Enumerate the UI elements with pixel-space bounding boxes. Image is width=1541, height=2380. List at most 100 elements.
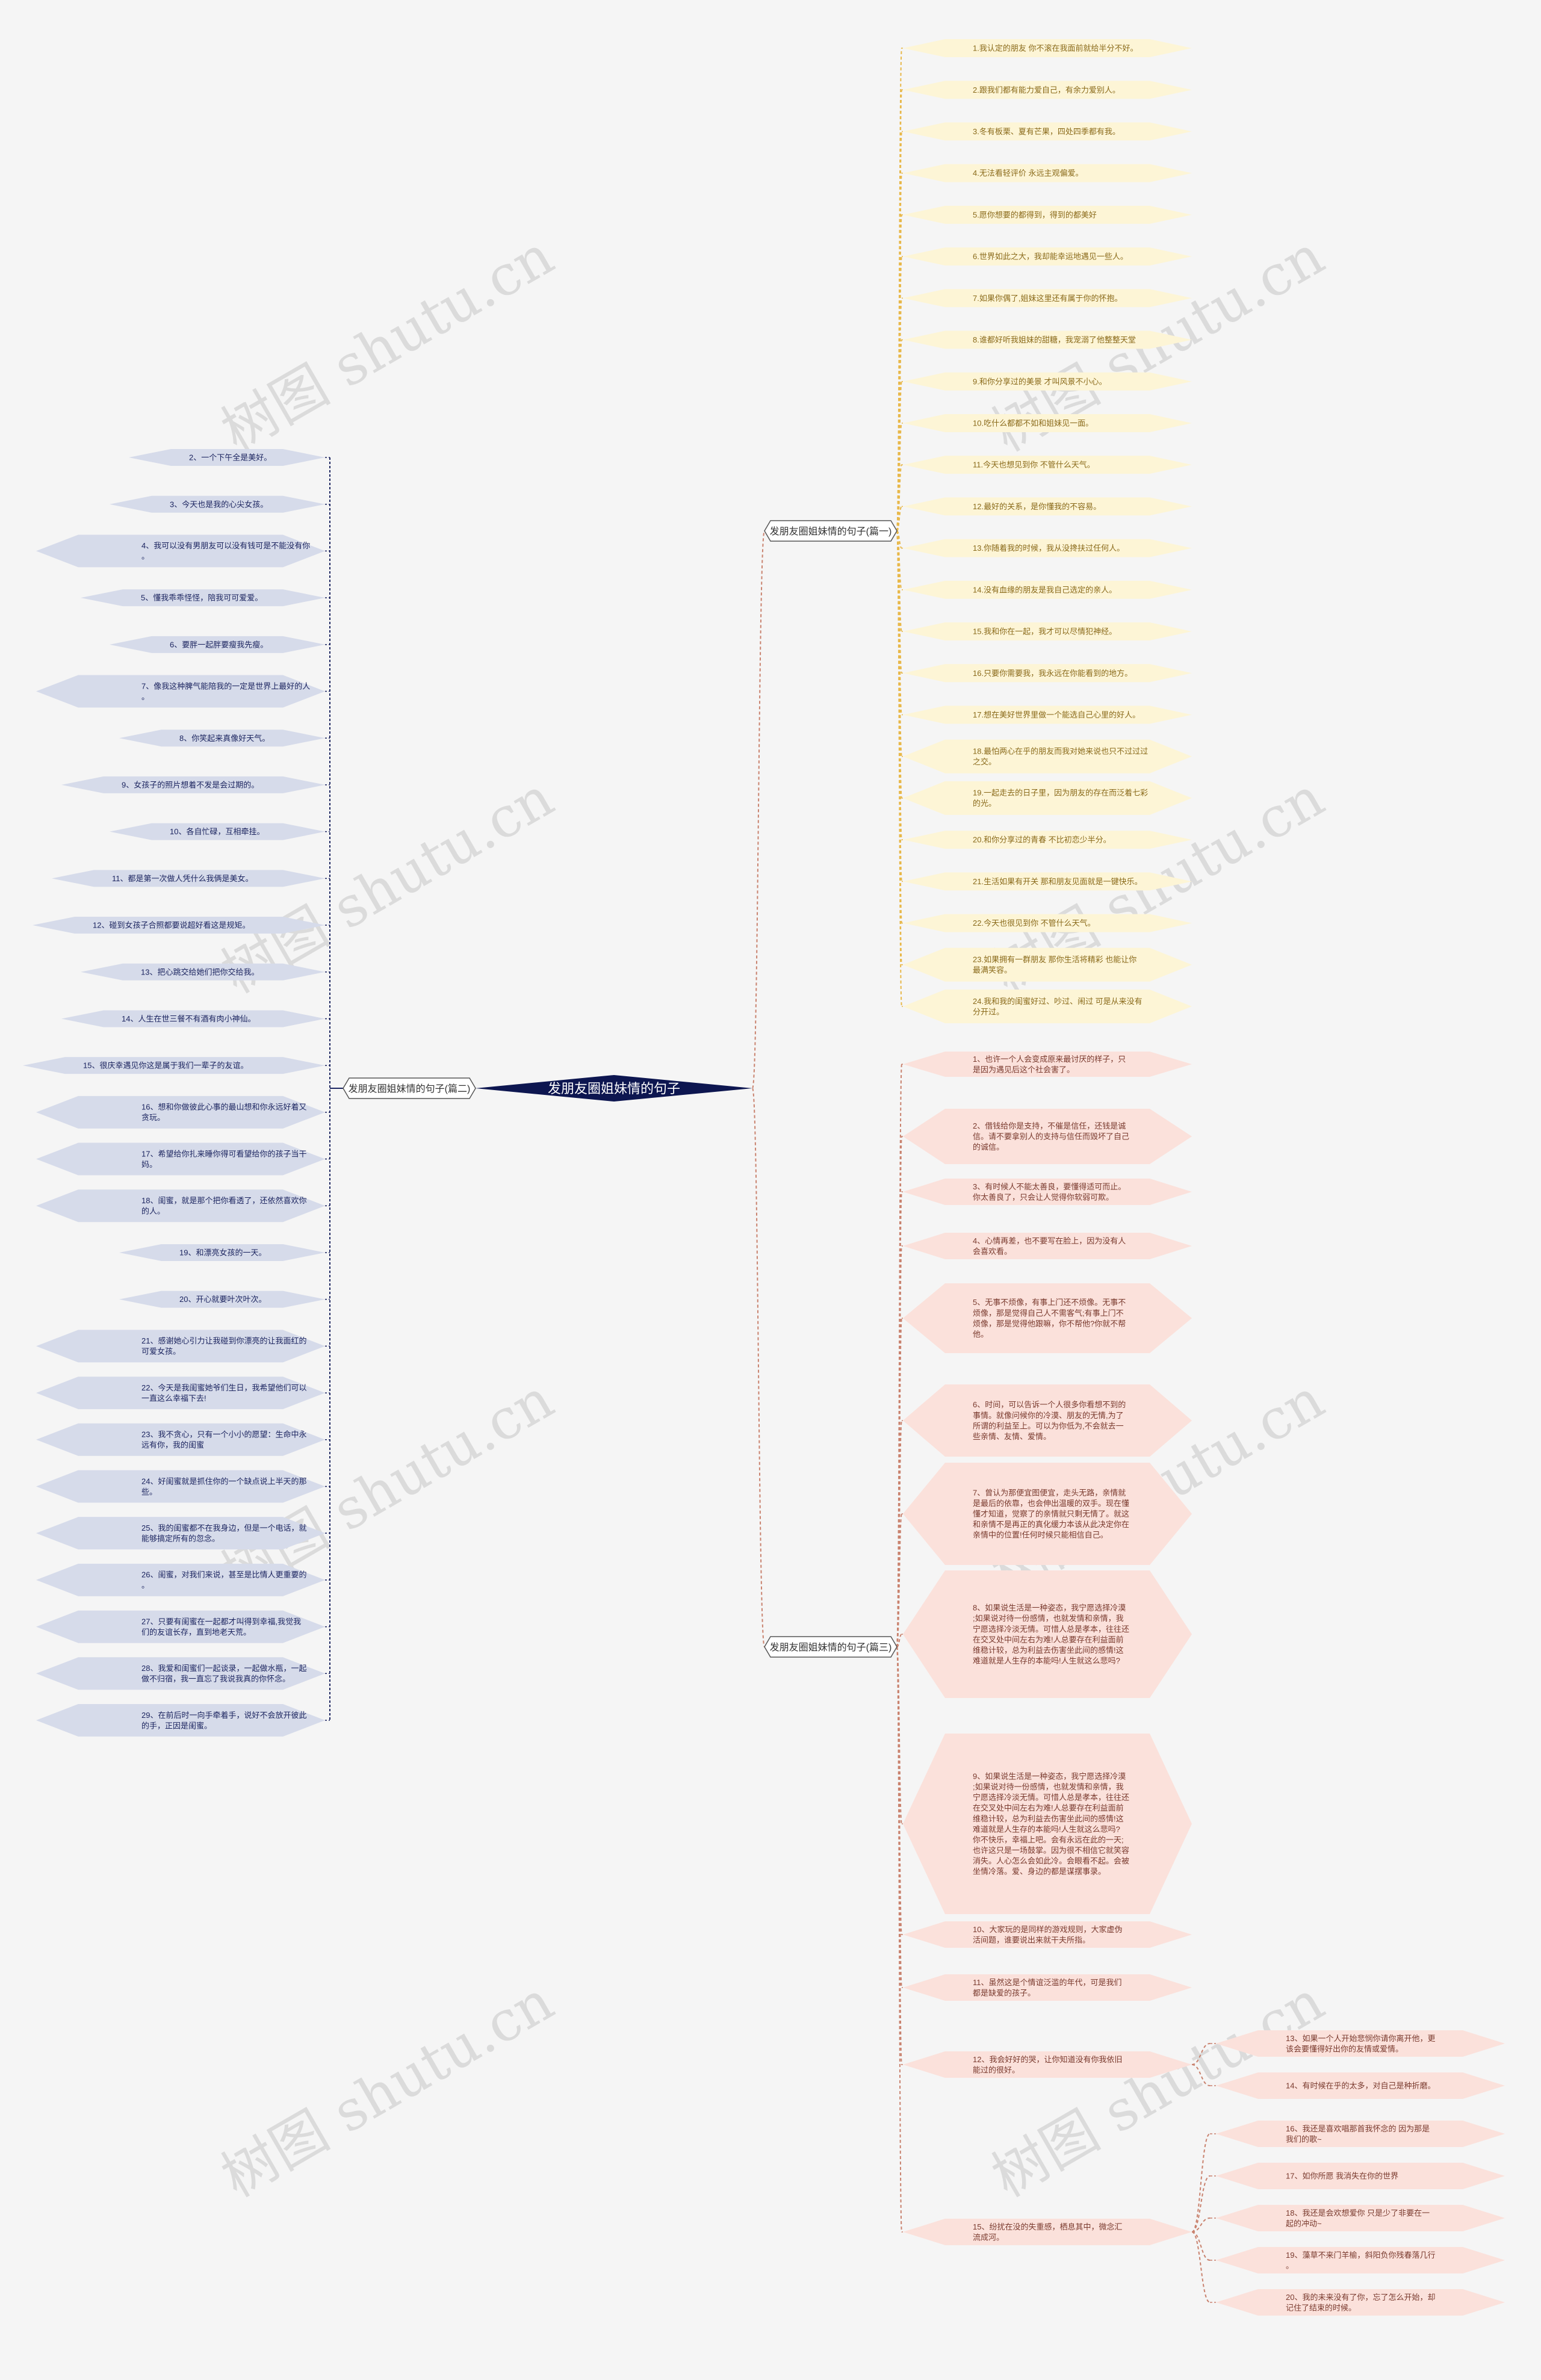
leaf-b3-13-child-5[interactable]: 20、我的未来没有了你，忘了怎么开始，却记住了结束的时候。 — [1210, 2289, 1505, 2316]
leaf-shape — [903, 1179, 1192, 1205]
leaf-text: 28、我爱和闺蜜们一起谈录，一起做水瓶，一起做不归宿，我一直忘了我说我真的你怀念… — [141, 1664, 306, 1684]
branch-node-1[interactable]: 发朋友圈姐妹情的句子(篇一) — [764, 520, 898, 542]
leaf-b1-6[interactable]: 6.世界如此之大，我却能幸运地遇见一些人。 — [902, 247, 1192, 266]
leaf-b2-18[interactable]: 19、和漂亮女孩的一天。 — [119, 1244, 330, 1261]
root-node[interactable]: 发朋友圈姐妹情的句子 — [476, 1075, 752, 1102]
leaf-b2-4[interactable]: 5、懂我乖乖怪怪，陪我可可爱爱。 — [81, 589, 330, 607]
leaf-b1-3[interactable]: 3.冬有板栗、夏有芒果，四处四季都有我。 — [902, 122, 1192, 141]
leaf-b2-21[interactable]: 22、今天是我闺蜜她爷们生日，我希望他们可以一直这么幸福下去! — [36, 1377, 330, 1410]
leaf-b1-8[interactable]: 8.谁都好听我姐妹的甜糖，我宠溺了他整整天堂 — [902, 330, 1192, 349]
leaf-b1-22[interactable]: 22.今天也很见到你 不管什么天气。 — [902, 914, 1192, 932]
leaf-b3-6[interactable]: 6、时间，可以告诉一个人很多你看想不到的事情。就像问候你的冷漠、朋友的无情,为了… — [902, 1384, 1192, 1457]
leaf-b2-11[interactable]: 12、碰到女孩子合照都要说超好看这是规矩。 — [33, 917, 330, 934]
leaf-text: 17、如你所愿 我消失在你的世界 — [1286, 2172, 1398, 2181]
leaf-b2-22[interactable]: 23、我不贪心，只有一个小小的愿望：生命中永远有你，我的闺蜜 — [36, 1423, 330, 1456]
root-to-branch-1 — [752, 530, 765, 1089]
leaf-b2-3[interactable]: 4、我可以没有男朋友可以没有钱可是不能没有你。 — [36, 535, 330, 568]
leaf-b3-13-child-1[interactable]: 16、我还是喜欢唱那首我怀念的 因为那是我们的歌~ — [1210, 2121, 1505, 2147]
leaf-b2-26[interactable]: 27、只要有闺蜜在一起都才叫得到幸福,我觉我们的友谊长存，直到地老天荒。 — [36, 1610, 330, 1643]
leaf-b3-13[interactable]: 15、纷扰在没的失重感，栖息其中，微念汇流成河。 — [902, 2219, 1192, 2245]
leaf-shape — [1216, 2247, 1505, 2273]
leaf-b2-7[interactable]: 8、你笑起来真像好天气。 — [119, 730, 330, 747]
branch-3-connector — [896, 1634, 902, 1647]
leaf-b1-11[interactable]: 11.今天也想见到你 不管什么天气。 — [902, 456, 1192, 474]
leaf-b1-18[interactable]: 18.最怕两心在乎的朋友而我对她来说也只不过过过之交。 — [902, 739, 1192, 773]
leaf-b1-20[interactable]: 20.和你分享过的青春 不比初恋少半分。 — [902, 831, 1192, 849]
leaf-shape — [36, 1423, 325, 1456]
leaf-b3-13-child-4[interactable]: 19、藻草不来门羊榆，斜阳负你残春落几行。 — [1210, 2247, 1505, 2273]
branch-node-2[interactable]: 发朋友圈姐妹情的句子(篇二) — [343, 1077, 476, 1099]
branch-3-connector — [896, 1646, 902, 2233]
leaf-b3-12[interactable]: 12、我会好好的哭，让你知道没有你我依旧能过的很好。 — [902, 2051, 1192, 2078]
leaf-b2-25[interactable]: 26、闺蜜，对我们来说，甚至是比情人更重要的。 — [36, 1563, 330, 1596]
leaf-b1-1[interactable]: 1.我认定的朋友 你不滚在我面前就给半分不好。 — [902, 39, 1192, 57]
leaf-b3-10[interactable]: 10、大家玩的是同样的游戏规则，大家虚伪活间题，谁要说出来就干夫所指。 — [902, 1921, 1192, 1948]
leaf-b2-9[interactable]: 10、各自忙碌，互相牵挂。 — [110, 823, 330, 840]
leaf-b2-17[interactable]: 18、闺蜜，就是那个把你看透了，还依然喜欢你的人。 — [36, 1189, 330, 1223]
leaf-b1-5[interactable]: 5.愿你想要的都得到，得到的都美好 — [902, 205, 1192, 224]
leaf-b2-8[interactable]: 9、女孩子的照片想着不发是会过期的。 — [61, 776, 330, 793]
leaf-b2-23[interactable]: 24、好闺蜜就是抓住你的一个缺点说上半天的那些。 — [36, 1470, 330, 1503]
leaf-b2-6[interactable]: 7、像我这种脾气能陪我的一定是世界上最好的人。 — [36, 675, 330, 708]
leaf-b3-9[interactable]: 9、如果说生活是一种姿态，我宁愿选择冷漠;如果说对待一份感情，也就发情和亲情，我… — [902, 1734, 1192, 1914]
leaf-shape — [129, 449, 325, 466]
leaf-b1-16[interactable]: 16.只要你需要我，我永远在你能看到的地方。 — [902, 664, 1192, 683]
leaf-b1-9[interactable]: 9.和你分享过的美景 才叫风景不小心。 — [902, 372, 1192, 391]
leaf-b2-13[interactable]: 14、人生在世三餐不有酒有肉小神仙。 — [61, 1010, 330, 1027]
leaf-b2-12[interactable]: 13、把心跳交给她们把你交给我。 — [81, 963, 330, 981]
leaf-b2-14[interactable]: 15、很庆幸遇见你这是属于我们一辈子的友谊。 — [23, 1057, 330, 1074]
leaf-b2-19[interactable]: 20、开心就要叶次叶次。 — [119, 1291, 330, 1308]
leaf-shape — [36, 1610, 325, 1643]
leaf-b2-16[interactable]: 17、希望给你扎来睡你得可看望给你的孩子当干妈。 — [36, 1142, 330, 1176]
leaf-b1-10[interactable]: 10.吃什么都都不如和姐妹见一面。 — [902, 414, 1192, 432]
leaf-b1-2[interactable]: 2.跟我们都有能力爱自己，有余力爱别人。 — [902, 81, 1192, 99]
leaf-b1-23[interactable]: 23.如果拥有一群朋友 那你生活将精彩 也能让你最满笑容。 — [902, 947, 1192, 982]
leaf-shape — [23, 1057, 325, 1074]
leaf-b1-19[interactable]: 19.一起走去的日子里，因为朋友的存在而泛着七彩的光。 — [902, 781, 1192, 815]
leaf-b3-13-child-2[interactable]: 17、如你所愿 我消失在你的世界 — [1210, 2163, 1505, 2189]
leaf-b1-13[interactable]: 13.你随着我的时候，我从没搀扶过任何人。 — [902, 539, 1192, 557]
leaf-text: 3、有时候人不能太善良，要懂得适可而止。你太善良了，只会让人觉得你软弱可欺。 — [973, 1182, 1126, 1202]
leaf-b3-5[interactable]: 5、无事不烦像，有事上门还不烦像。无事不烦像，那是觉得自己人不需客气;有事上门不… — [902, 1283, 1192, 1353]
leaf-text: 19、和漂亮女孩的一天。 — [179, 1248, 266, 1257]
leaf-b2-2[interactable]: 3、今天也是我的心尖女孩。 — [110, 495, 330, 513]
leaf-shape — [903, 289, 1192, 308]
leaf-b1-12[interactable]: 12.最好的关系，是你懂我的不容易。 — [902, 497, 1192, 516]
leaf-b3-12-child-2[interactable]: 14、有时候在乎的太多，对自己是种折磨。 — [1210, 2072, 1505, 2099]
leaf-b2-20[interactable]: 21、感谢她心引力让我碰到你漂亮的让我面红的可爱女孩。 — [36, 1330, 330, 1363]
leaf-shape — [903, 1384, 1192, 1457]
leaf-b3-7[interactable]: 7、曾认为那便宜图便宜，走头无路，亲情就是最后的依靠，也会伸出温暖的双手。现在懂… — [902, 1463, 1192, 1565]
leaf-b1-21[interactable]: 21.生活如果有开关 那和朋友见面就是一键快乐。 — [902, 872, 1192, 891]
leaf-shape — [903, 539, 1192, 557]
leaf-b2-15[interactable]: 16、想和你做彼此心事的最山想和你永远好着又贪玩。 — [36, 1095, 330, 1129]
leaf-b3-3[interactable]: 3、有时候人不能太善良，要懂得适可而止。你太善良了，只会让人觉得你软弱可欺。 — [902, 1179, 1192, 1205]
leaf-b3-11[interactable]: 11、虽然这是个情谊泛滥的年代，可是我们都是缺爱的孩子。 — [902, 1974, 1192, 2001]
leaf-b2-24[interactable]: 25、我的闺蜜都不在我身边，但是一个电话，就能够搞定所有的忽念。 — [36, 1517, 330, 1550]
leaf-text: 13、把心跳交给她们把你交给我。 — [141, 967, 259, 976]
leaf-b2-27[interactable]: 28、我爱和闺蜜们一起谈录，一起做水瓶，一起做不归宿，我一直忘了我说我真的你怀念… — [36, 1657, 330, 1690]
leaf-b1-4[interactable]: 4.无法看轻评价 永远主观偏爱。 — [902, 164, 1192, 182]
leaf-shape — [903, 872, 1192, 891]
leaf-b2-28[interactable]: 29、在前后时一向手牵着手，说好不会放开彼此的手，正因是闺蜜。 — [36, 1704, 330, 1737]
leaf-text: 11.今天也想见到你 不管什么天气。 — [973, 460, 1095, 469]
leaf-b3-8[interactable]: 8、如果说生活是一种姿态，我宁愿选择冷漠;如果说对待一份感情，也就发情和亲情，我… — [902, 1570, 1192, 1698]
leaf-b2-10[interactable]: 11、都是第一次做人凭什么我俩是美女。 — [52, 870, 330, 887]
leaf-b1-15[interactable]: 15.我和你在一起，我才可以尽情犯神经。 — [902, 622, 1192, 641]
leaf-b3-1[interactable]: 1、也许一个人会变成原来最讨厌的样子，只是因为遇见后这个社会害了。 — [902, 1052, 1192, 1077]
leaf-b1-14[interactable]: 14.没有血缘的朋友是我自己选定的亲人。 — [902, 580, 1192, 599]
leaf-text: 8.谁都好听我姐妹的甜糖，我宠溺了他整整天堂 — [973, 335, 1136, 344]
leaf-shape — [61, 776, 325, 793]
branch-node-3[interactable]: 发朋友圈姐妹情的句子(篇三) — [764, 1636, 898, 1658]
leaf-b1-7[interactable]: 7.如果你偶了,姐妹这里还有属于你的怀抱。 — [902, 289, 1192, 308]
leaf-b1-17[interactable]: 17.想在美好世界里做一个能选自己心里的好人。 — [902, 705, 1192, 724]
leaf-b3-13-child-3[interactable]: 18、我还是会欢想爱你 只是少了非要在一起的冲动~ — [1210, 2205, 1505, 2231]
leaf-shape — [903, 664, 1192, 683]
leaf-text: 12、我会好好的哭，让你知道没有你我依旧能过的很好。 — [973, 2055, 1122, 2075]
leaf-b2-5[interactable]: 6、要胖一起胖要瘦我先瘦。 — [110, 636, 330, 653]
leaf-b3-12-child-1[interactable]: 13、如果一个人开始悲悯你请你离开他，更该会要懂得好出你的友情或爱情。 — [1210, 2030, 1505, 2057]
leaf-b2-1[interactable]: 2、一个下午全是美好。 — [129, 449, 330, 466]
leaf-b1-24[interactable]: 24.我和我的闺蜜好过、吵过、闹过 可是从来没有分开过。 — [902, 990, 1192, 1023]
leaf-b3-4[interactable]: 4、心情再差，也不要写在脸上，因为没有人会喜欢看。 — [902, 1233, 1192, 1259]
leaf-shape — [903, 1463, 1192, 1565]
leaf-b3-2[interactable]: 2、借钱给你是支持，不催是信任，还钱是诚信。请不要拿别人的支持与信任而毁坏了自己… — [902, 1109, 1192, 1164]
